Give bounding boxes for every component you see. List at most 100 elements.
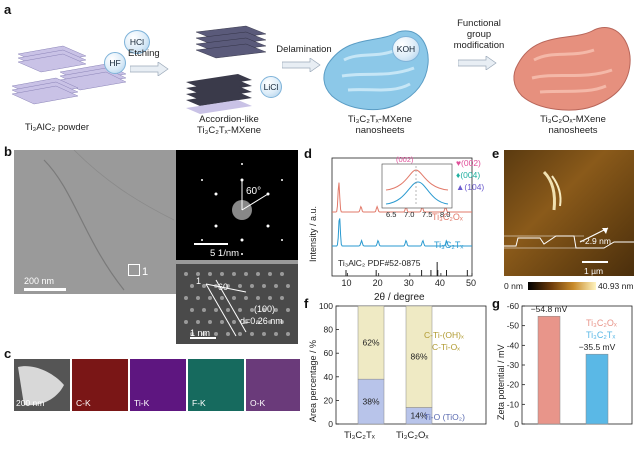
xps-bar-chart: 0 20 40 60 80 100 38% 62% 14% 86% — [319, 301, 487, 429]
xrd-tx-line — [332, 218, 472, 247]
saed-scale-label: 5 1/nm — [210, 248, 240, 259]
xrd-inset-frame — [381, 163, 453, 209]
zeta-bar-0 — [537, 315, 561, 425]
zeta-ytick-label-0: -60 — [507, 301, 520, 311]
etching-label: Etching — [128, 48, 160, 59]
zeta-bar-label-0: −54.8 mV — [531, 304, 568, 314]
zeta-ytick-label-4: -20 — [507, 380, 520, 390]
zeta-legend-ox: Ti₃C₂Oₓ — [586, 318, 617, 328]
afm-colorbar-max: 40.93 nm — [598, 281, 634, 291]
xps-ytick-label-5: 100 — [319, 301, 333, 311]
hrtem-angle-label: 60 — [218, 282, 229, 292]
xrd-inset-tick-1: 7.0 — [404, 210, 415, 219]
xrd-legend-104: ▲(104) — [456, 182, 485, 192]
xrd-xtick-label-1: 20 — [372, 278, 383, 288]
tem-scale-label: 200 nm — [24, 276, 55, 286]
step3-caption-line2: nanosheets — [355, 125, 405, 136]
step1-caption: Ti₃AlC₂ powder — [24, 122, 90, 133]
saed-angle-label: 60° — [246, 186, 262, 197]
zeta-ytick-label-2: -40 — [507, 340, 520, 350]
licl-bubble: LiCl — [260, 76, 282, 98]
panel-label-e: e — [492, 146, 500, 161]
xrd-chart — [331, 157, 473, 277]
xps-ytick-label-0: 0 — [328, 419, 333, 429]
modification-arrow — [458, 56, 497, 70]
etching-arrow — [130, 62, 169, 76]
eds-map-ti-label: Ti-K — [134, 398, 150, 408]
zeta-bar-label-1: −35.5 mV — [579, 342, 616, 352]
xps-bar-label-0-1: 62% — [362, 338, 379, 348]
xps-ytick-label-2: 40 — [324, 372, 334, 382]
eds-map-f: F-K — [188, 359, 244, 411]
xrd-ylabel: Intensity / a.u. — [308, 205, 318, 262]
xrd-inset-label: (002) — [396, 155, 414, 164]
xps-bar-0-0 — [357, 378, 385, 425]
zeta-bar-chart: -60 -50 -40 -30 -20 -10 0 −54.8 mV −35.5 mV — [507, 301, 633, 429]
haadf-flake — [18, 366, 64, 406]
eds-map-c: C-K — [72, 359, 128, 411]
step4-caption-line2: nanosheets — [548, 125, 598, 136]
panel-label-d: d — [304, 146, 312, 161]
xps-ytick-label-1: 20 — [324, 395, 334, 405]
step2-caption-line2: Ti₃C₂Tₓ-MXene — [196, 125, 262, 136]
xrd-label-ref: Ti₃AlC₂ PDF#52-0875 — [338, 258, 421, 268]
haadf-image — [14, 359, 70, 411]
eds-map-o: O-K — [246, 359, 300, 411]
region-marker-label: 1 — [142, 266, 149, 278]
zeta-ytick-label-1: -50 — [507, 321, 520, 331]
xps-legend-top-line2: C-Ti-Oₓ — [432, 342, 460, 352]
xps-bar-0-1 — [357, 305, 385, 380]
xrd-label-ox: Ti₃C₂Oₓ — [432, 212, 463, 222]
zeta-ytick-label-3: -30 — [507, 360, 520, 370]
hrtem-lattice — [184, 272, 290, 339]
zeta-ylabel: Zeta potential / mV — [496, 344, 506, 420]
xrd-ox-line — [332, 182, 472, 213]
eds-scale-label: 200 nm — [16, 398, 45, 408]
xps-bar-label-0-0: 38% — [362, 397, 379, 407]
hrtem-marker-label: 1 — [196, 276, 202, 286]
modification-label-line3: modification — [453, 40, 505, 51]
xrd-xtick-label-3: 40 — [434, 278, 445, 288]
xrd-frame — [331, 157, 473, 277]
panel-label-a: a — [4, 2, 12, 17]
delamination-arrow — [282, 58, 321, 72]
tem-sheet-edges — [43, 149, 175, 291]
tx-nanosheets-illustration — [323, 30, 429, 110]
zeta-ytick-label-5: -10 — [507, 399, 520, 409]
eds-map-o-label: O-K — [250, 398, 266, 408]
xps-ylabel: Area percentage / % — [308, 339, 318, 422]
saed-pattern — [176, 150, 298, 260]
eds-map-f-label: F-K — [192, 398, 206, 408]
xrd-inset-tick-3: 8.0 — [440, 210, 451, 219]
xps-cat-0: Ti₃C₂Tₓ — [344, 430, 375, 441]
step4-caption-line1: Ti₃C₂Oₓ-MXene — [540, 114, 606, 125]
hf-bubble: HF — [104, 52, 126, 74]
afm-colorbar — [528, 282, 596, 290]
eds-map-c-label: C-K — [76, 398, 91, 408]
xrd-inset-tick-2: 7.5 — [422, 210, 433, 219]
modification-label-line2: group — [466, 29, 492, 40]
xrd-label-tx: Ti₃C₂Tₓ — [434, 240, 464, 250]
panel-label-b: b — [4, 144, 12, 159]
panel-label-c: c — [4, 346, 12, 361]
xps-ytick-label-4: 80 — [324, 325, 334, 335]
afm-height-label: ~2.9 nm — [580, 236, 611, 246]
step2-caption-line1: Accordion-like — [199, 114, 259, 125]
accordion-mxene-illustration — [186, 25, 267, 114]
xrd-xlabel: 2θ / degree — [374, 292, 425, 303]
xps-legend-top-line1: C-Ti-(OH)ₓ — [424, 330, 464, 340]
hrtem-scale-label: 1 nm — [190, 328, 211, 338]
xps-ytick-label-3: 60 — [324, 348, 334, 358]
xps-bar-label-1-1: 86% — [410, 352, 427, 362]
modification-label-line1: Functional — [457, 18, 501, 29]
tem-scale-bar — [24, 288, 66, 291]
xrd-legend-002: ♥(002) — [456, 158, 481, 168]
region-marker-box — [128, 264, 140, 276]
xps-cat-1: Ti₃C₂Oₓ — [396, 430, 429, 441]
hrtem-image — [176, 264, 298, 344]
xps-bar-1-1 — [405, 305, 433, 408]
hrtem-spacing-label: d=0.26 nm — [240, 316, 283, 326]
xps-legend-bottom: Ti-O (TiO₂) — [424, 412, 465, 422]
ox-nanosheets-illustration — [513, 27, 631, 111]
xrd-legend-104-label: (104) — [464, 182, 485, 192]
